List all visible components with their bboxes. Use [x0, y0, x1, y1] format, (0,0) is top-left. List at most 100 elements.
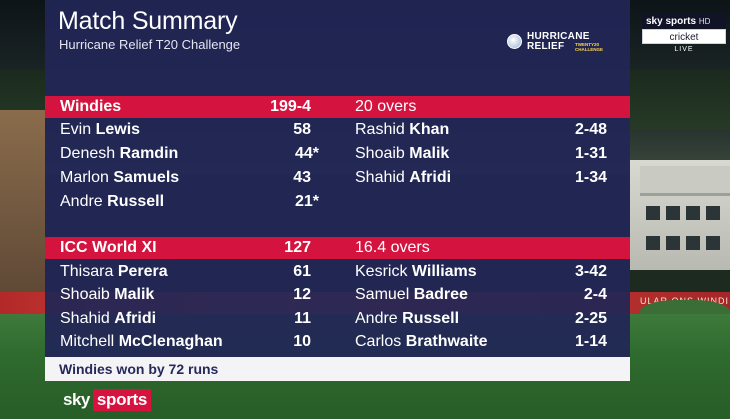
hd-badge: HD: [698, 17, 711, 26]
batter-first: Andre: [60, 193, 103, 210]
batter-first: Marlon: [60, 169, 109, 186]
table-row: Andre Russell 21*: [45, 191, 630, 215]
table-row: Mitchell McClenaghan 10 Carlos Brathwait…: [45, 331, 630, 355]
bowler-name: Samuel Badree: [355, 284, 468, 306]
pavilion-window: [706, 236, 720, 250]
bowler-last: Badree: [413, 286, 468, 303]
batter-name: Thisara Perera: [60, 261, 168, 283]
result-bar: Windies won by 72 runs: [45, 357, 630, 381]
batter-runs: 11: [294, 310, 311, 327]
batter-runs: 44*: [294, 145, 319, 162]
bowler-name: Carlos Brathwaite: [355, 331, 487, 353]
bowler-first: Andre: [355, 310, 398, 327]
batter-last: Russell: [107, 193, 165, 210]
channel-bug: sky sports HD cricket LIVE: [642, 14, 726, 54]
batter-last: Perera: [117, 263, 168, 280]
team-score: 199-4: [270, 98, 311, 115]
pavilion-window: [706, 206, 720, 220]
globe-icon: [507, 34, 522, 49]
bowler-name: Rashid Khan: [355, 119, 449, 141]
batter-name: Shahid Afridi: [60, 308, 156, 330]
bowler-figures: 1-34: [574, 169, 607, 186]
batter-last: Lewis: [95, 121, 141, 138]
panel-header: Match Summary Hurricane Relief T20 Chall…: [45, 0, 630, 96]
bowler-figures: 1-14: [574, 333, 607, 350]
bowler-first: Samuel: [355, 286, 410, 303]
logo-small-text: TWENTY20 CHALLENGE: [575, 42, 603, 52]
result-text: Windies won by 72 runs: [59, 361, 219, 377]
batter-first: Evin: [60, 121, 92, 138]
bowler-figures: 2-4: [583, 286, 607, 303]
channel-brand: sky sports HD: [642, 14, 726, 29]
bowler-first: Shoaib: [355, 145, 405, 162]
pavilion-window: [686, 206, 700, 220]
bowler-figures: 3-42: [574, 263, 607, 280]
batter-runs: 12: [293, 286, 311, 303]
bowler-first: Carlos: [355, 333, 402, 350]
batter-name: Marlon Samuels: [60, 167, 179, 189]
batter-name: Andre Russell: [60, 191, 164, 213]
team-name: Windies: [60, 98, 122, 115]
table-row: Evin Lewis 58 Rashid Khan 2-48: [45, 119, 630, 143]
bowler-last: Brathwaite: [405, 333, 488, 350]
bowler-first: Rashid: [355, 121, 405, 138]
batter-last: Samuels: [113, 169, 180, 186]
team-overs: 20 overs: [355, 98, 417, 115]
sky-word: sky: [63, 390, 90, 409]
batter-name: Mitchell McClenaghan: [60, 331, 223, 353]
bowler-first: Kesrick: [355, 263, 408, 280]
batter-last: Malik: [114, 286, 155, 303]
table-row: Denesh Ramdin 44* Shoaib Malik 1-31: [45, 143, 630, 167]
bowler-figures: 1-31: [574, 145, 607, 162]
channel-brand-text: sky sports: [646, 16, 697, 27]
batter-first: Shahid: [60, 310, 110, 327]
table-row: Shahid Afridi 11 Andre Russell 2-25: [45, 308, 630, 332]
batter-runs: 43: [293, 169, 311, 186]
team-name: ICC World XI: [60, 239, 157, 256]
pavilion-window: [686, 236, 700, 250]
batter-last: McClenaghan: [118, 333, 223, 350]
batter-runs: 21*: [294, 193, 319, 210]
table-row: Marlon Samuels 43 Shahid Afridi 1-34: [45, 167, 630, 191]
team-score: 127: [284, 239, 311, 256]
logo-line1: HURRICANE: [527, 31, 590, 42]
batter-first: Shoaib: [60, 286, 110, 303]
page-title: Match Summary: [58, 7, 238, 35]
bowler-name: Andre Russell: [355, 308, 459, 330]
pavilion-window: [666, 236, 680, 250]
sky-sports-logo: sky sports: [60, 389, 152, 411]
sports-word: sports: [92, 389, 152, 411]
batter-name: Evin Lewis: [60, 119, 140, 141]
bowler-last: Afridi: [409, 169, 452, 186]
batter-name: Shoaib Malik: [60, 284, 154, 306]
batter-first: Denesh: [60, 145, 116, 162]
bowler-name: Shahid Afridi: [355, 167, 451, 189]
live-indicator: LIVE: [674, 46, 694, 53]
table-row: Shoaib Malik 12 Samuel Badree 2-4: [45, 284, 630, 308]
bowler-last: Malik: [409, 145, 450, 162]
batter-name: Denesh Ramdin: [60, 143, 178, 165]
bowler-last: Khan: [409, 121, 450, 138]
batter-runs: 61: [293, 263, 311, 280]
channel-name: cricket: [642, 29, 726, 44]
bowler-last: Williams: [411, 263, 477, 280]
bowler-figures: 2-25: [574, 310, 607, 327]
table-row: Thisara Perera 61 Kesrick Williams 3-42: [45, 261, 630, 285]
innings-header: Windies 199-4 20 overs: [45, 96, 630, 118]
batter-last: Ramdin: [119, 145, 179, 162]
pavilion-left: [0, 110, 45, 310]
page-subtitle: Hurricane Relief T20 Challenge: [59, 37, 241, 52]
pavilion-window: [646, 236, 660, 250]
batter-first: Thisara: [60, 263, 114, 280]
bowler-first: Shahid: [355, 169, 405, 186]
bowler-name: Shoaib Malik: [355, 143, 449, 165]
match-summary-panel: Match Summary Hurricane Relief T20 Chall…: [45, 0, 630, 381]
bowler-name: Kesrick Williams: [355, 261, 477, 283]
pavilion-window: [666, 206, 680, 220]
batter-runs: 10: [293, 333, 311, 350]
logo-line2: RELIEF: [527, 41, 565, 52]
pavilion-window: [646, 206, 660, 220]
bowler-last: Russell: [402, 310, 460, 327]
pavilion-roof: [640, 166, 730, 196]
bowler-figures: 2-48: [574, 121, 607, 138]
